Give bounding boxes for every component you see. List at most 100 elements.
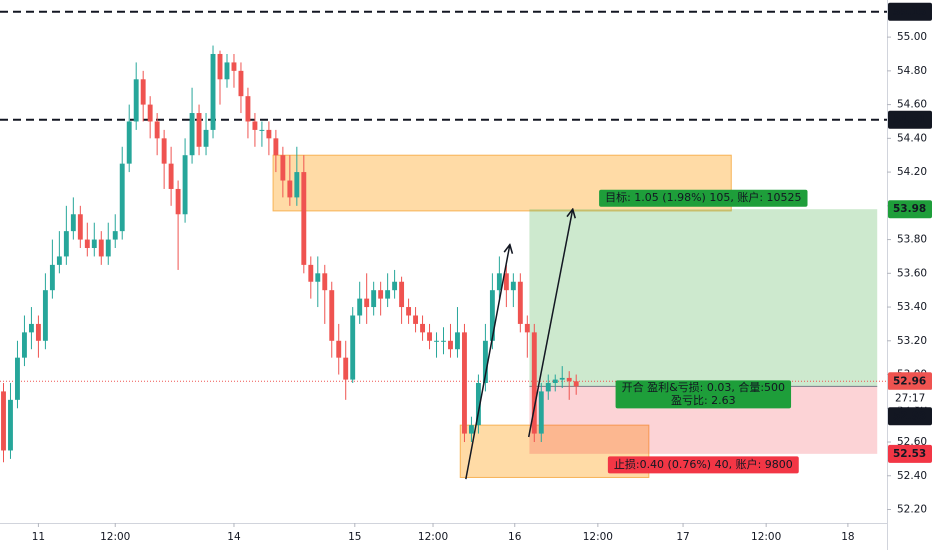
candle-body	[462, 332, 467, 434]
candle-body	[287, 180, 293, 198]
candle-body	[392, 281, 398, 291]
candle-body	[154, 121, 160, 139]
candle-body	[140, 79, 146, 105]
candle-body	[84, 239, 90, 249]
candle-body	[489, 290, 495, 341]
candle-body	[105, 239, 111, 257]
candle-body	[245, 96, 251, 122]
candle-body	[22, 332, 27, 358]
trend-arrow	[527, 209, 573, 438]
candle-body	[196, 113, 202, 147]
entry-label-box	[615, 380, 792, 409]
x-tick-label: 12:00	[418, 531, 448, 543]
candle-body	[455, 332, 460, 350]
candle-body	[161, 138, 167, 164]
candle-body	[126, 121, 132, 164]
entry-badge	[888, 407, 932, 426]
candle-body	[266, 129, 272, 139]
target-badge-label: 53.98	[893, 203, 926, 215]
profit-zone	[529, 209, 878, 387]
candle-body	[399, 281, 405, 308]
candle-body	[8, 399, 13, 451]
entry-label-text: 盈亏比: 2.63	[671, 394, 736, 407]
candle-body	[252, 121, 258, 130]
candle-body	[538, 391, 544, 434]
candle-body	[308, 264, 314, 282]
y-tick-label: 52.40	[897, 470, 927, 482]
candle-body	[133, 79, 139, 122]
x-tick-label: 12:00	[751, 531, 781, 543]
candle-body	[364, 298, 370, 308]
candle-body	[280, 155, 286, 181]
x-tick-label: 12:00	[100, 531, 130, 543]
y-tick-label: 53.40	[897, 301, 927, 313]
y-tick-label: 53.80	[897, 234, 927, 246]
candle-body	[301, 172, 307, 265]
candle-body	[566, 377, 572, 382]
candle-body	[238, 70, 244, 97]
candle-body	[98, 239, 104, 257]
candle-body	[378, 290, 384, 299]
candle-body	[552, 379, 558, 383]
price-line-badge-label: 54.51	[893, 114, 926, 126]
candle-body	[147, 104, 153, 122]
candle-body	[406, 307, 412, 316]
candle-body	[475, 382, 481, 426]
stop-label: 止损:0.40 (0.76%) 40, 账户: 9800	[607, 456, 799, 474]
candle-body	[413, 315, 419, 324]
candle-body	[350, 315, 356, 380]
candle-body	[357, 298, 363, 316]
candle-body	[531, 332, 537, 434]
candle-body	[510, 281, 516, 291]
candle-body	[468, 425, 474, 434]
target-label-text: 目标: 1.05 (1.98%) 105, 账户: 10525	[605, 190, 801, 204]
candle-body	[385, 290, 391, 299]
y-tick-label: 52.20	[897, 504, 927, 516]
candle-body	[329, 290, 335, 341]
candle-body	[49, 264, 55, 291]
candle-body	[28, 323, 34, 333]
candle-body	[517, 281, 523, 324]
stop-label-text: 止损:0.40 (0.76%) 40, 账户: 9800	[614, 457, 793, 471]
candle-body	[448, 340, 453, 350]
y-tick-label: 55.00	[897, 31, 927, 43]
x-tick-label: 18	[841, 531, 854, 543]
entry-label-text: 开合 盈利&亏损: 0.03, 合量:500	[622, 380, 785, 394]
last-price-badge-label: 52.96	[893, 375, 926, 387]
y-tick-label: 53.20	[897, 335, 927, 347]
stop-badge	[888, 444, 932, 463]
y-tick-label: 54.20	[897, 166, 927, 178]
last-price-badge	[888, 372, 932, 391]
candle-body	[441, 340, 446, 342]
candle-body	[175, 188, 181, 215]
candle-body	[224, 62, 230, 80]
candle-body	[427, 332, 432, 341]
x-tick-label: 17	[676, 531, 689, 543]
price-line-badge-label: 55.15	[893, 6, 926, 18]
candle-body	[231, 62, 237, 71]
y-tick-label: 54.60	[897, 99, 927, 111]
trend-arrow	[465, 245, 510, 480]
candle-body	[63, 231, 69, 257]
target-label: 目标: 1.05 (1.98%) 105, 账户: 10525	[599, 189, 808, 207]
candle-body	[273, 138, 279, 156]
candle-body	[182, 155, 188, 215]
target-label-box	[599, 189, 808, 207]
candle-body	[119, 163, 125, 232]
y-tick-label: 54.80	[897, 65, 927, 77]
candle-body	[503, 273, 509, 291]
candle-body	[168, 163, 174, 189]
candle-body	[524, 323, 530, 333]
y-tick-label: 54.40	[897, 132, 927, 144]
candle-body	[189, 113, 195, 156]
price-line-badge	[888, 110, 932, 129]
candle-body	[573, 381, 579, 387]
candle-body	[203, 129, 209, 147]
plot: 目标: 1.05 (1.98%) 105, 账户: 10525 开合 盈利&亏损:…	[0, 10, 887, 480]
candle-body	[56, 256, 62, 265]
x-tick-label: 12:00	[583, 531, 613, 543]
countdown-label: 27:17	[895, 392, 925, 404]
x-tick-label: 16	[508, 531, 522, 543]
candle-body	[371, 290, 377, 308]
